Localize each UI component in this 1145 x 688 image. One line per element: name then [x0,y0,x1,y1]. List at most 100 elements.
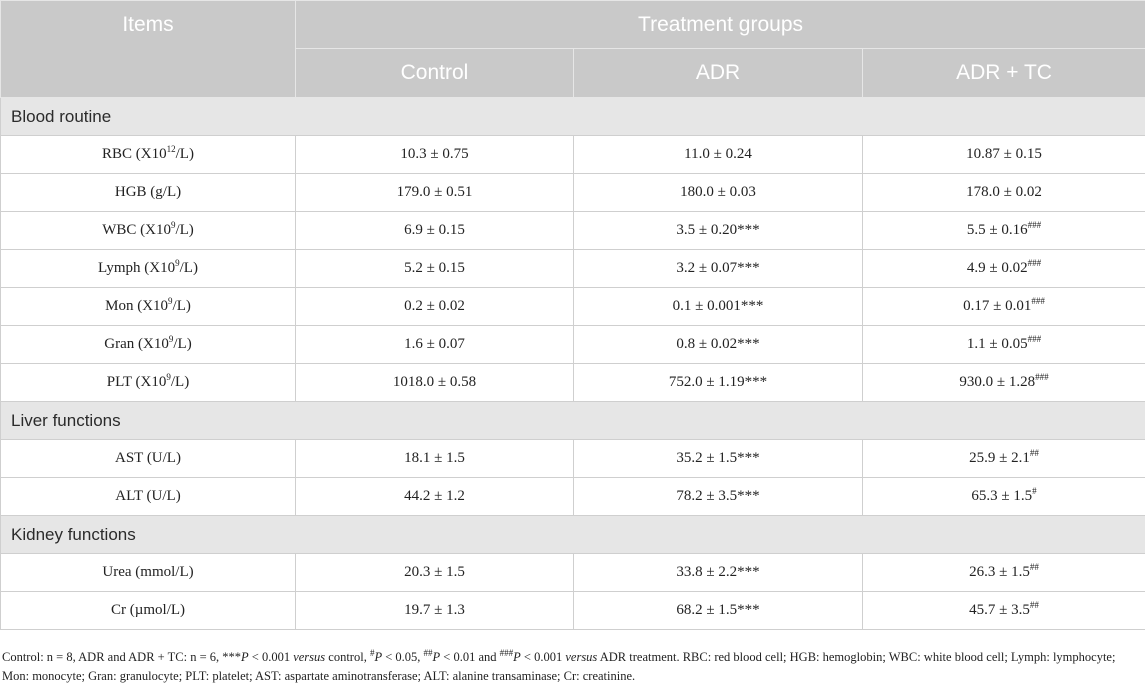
section-row: Blood routine [0,97,1145,136]
header-items: Items [0,0,296,98]
table-row: AST (U/L) 18.1 ± 1.5 35.2 ± 1.5*** 25.9 ± 2… [0,439,1145,478]
table-row: PLT (X109/L) 1018.0 ± 0.58 752.0 ± 1.19***… [0,363,1145,402]
value-text: 178.0 ± 0.02 [966,184,1042,200]
item-label-exponent: 9 [175,258,180,268]
item-label: AST (U/L) [0,439,296,478]
significance-mark: ### [1027,258,1042,268]
value-text: 0.1 ± 0.001*** [672,298,764,314]
value-cell-control: 5.2 ± 0.15 [295,249,574,288]
item-label-main: AST (U/L) [115,450,181,466]
table-row: ALT (U/L) 44.2 ± 1.2 78.2 ± 3.5*** 65.3 ± 1… [0,477,1145,516]
value-cell-adr-tc: 930.0 ± 1.28### [861,363,1145,402]
item-label-main: Lymph (X10 [98,260,176,276]
value-text: 11.0 ± 0.24 [684,146,752,162]
table-row: Mon (X109/L) 0.2 ± 0.02 0.1 ± 0.001*** 0.17… [0,287,1145,326]
value-cell-adr-tc: 25.9 ± 2.1## [861,439,1145,478]
item-label-exponent: 9 [166,372,171,382]
value-cell-adr-tc: 4.9 ± 0.02### [861,249,1145,288]
value-text: 45.7 ± 3.5 [969,602,1030,618]
item-label: Mon (X109/L) [0,287,296,326]
value-cell-adr: 78.2 ± 3.5*** [573,477,863,516]
value-text: 5.2 ± 0.15 [404,260,465,276]
item-label: Urea (mmol/L) [0,553,296,592]
value-text: 0.17 ± 0.01 [963,298,1032,314]
value-text: 179.0 ± 0.51 [396,184,473,200]
value-cell-control: 179.0 ± 0.51 [295,173,574,212]
item-label-unit: /L) [175,222,194,238]
significance-mark: ### [1027,220,1042,230]
value-cell-adr-tc: 26.3 ± 1.5## [861,553,1145,592]
value-text: 10.3 ± 0.75 [400,146,469,162]
value-text: 6.9 ± 0.15 [404,222,465,238]
table-footnote: Control: n = 8, ADR and ADR + TC: n = 6,… [2,647,1116,683]
value-cell-adr: 3.5 ± 0.20*** [573,211,863,250]
item-label-main: RBC (X10 [102,146,167,162]
item-label-main: ALT (U/L) [115,488,181,504]
value-cell-adr: 3.2 ± 0.07*** [573,249,863,288]
item-label: PLT (X109/L) [0,363,296,402]
value-text: 1.1 ± 0.05 [966,336,1028,352]
section-title: Blood routine [0,97,1145,136]
value-cell-control: 20.3 ± 1.5 [295,553,574,592]
value-cell-adr-tc: 45.7 ± 3.5## [861,591,1145,630]
item-label: RBC (X1012/L) [0,135,296,174]
item-label: Cr (µmol/L) [0,591,296,630]
value-text: 19.7 ± 1.3 [404,602,465,618]
value-cell-adr: 0.8 ± 0.02*** [573,325,863,364]
value-text: 3.5 ± 0.20*** [676,222,760,238]
item-label-unit: /L) [179,260,198,276]
value-text: 25.9 ± 2.1 [969,450,1030,466]
value-text: 44.2 ± 1.2 [404,488,465,504]
table-row: Lymph (X109/L) 5.2 ± 0.15 3.2 ± 0.07*** 4.9… [0,249,1145,288]
value-text: 180.0 ± 0.03 [680,184,756,200]
section-row: Kidney functions [0,515,1145,554]
value-text: 3.2 ± 0.07*** [676,260,760,276]
item-label-unit: /L) [172,298,191,314]
item-label-unit: /L) [170,374,190,390]
table-row: WBC (X109/L) 6.9 ± 0.15 3.5 ± 0.20*** 5.5 ±… [0,211,1145,250]
item-label-unit: /L) [175,146,194,162]
value-text: 1.6 ± 0.07 [404,336,465,352]
results-table: Items Treatment groups Control ADR ADR +… [0,0,1145,630]
value-cell-control: 44.2 ± 1.2 [295,477,574,516]
item-label-main: Mon (X10 [105,298,169,314]
value-cell-adr-tc: 178.0 ± 0.02 [861,173,1145,212]
table-row: Gran (X109/L) 1.6 ± 0.07 0.8 ± 0.02*** 1.1 … [0,325,1145,364]
value-cell-adr: 0.1 ± 0.001*** [573,287,863,326]
item-label-main: WBC (X10 [102,222,171,238]
value-cell-control: 1.6 ± 0.07 [295,325,574,364]
value-text: 35.2 ± 1.5*** [676,450,760,466]
value-cell-control: 1018.0 ± 0.58 [295,363,574,402]
value-text: 1018.0 ± 0.58 [392,374,477,390]
value-text: 33.8 ± 2.2*** [676,564,760,580]
value-cell-control: 19.7 ± 1.3 [295,591,574,630]
value-cell-adr-tc: 65.3 ± 1.5# [861,477,1145,516]
value-cell-adr: 33.8 ± 2.2*** [573,553,863,592]
significance-mark: ### [1031,296,1045,306]
item-label-main: Cr (µmol/L) [110,602,186,618]
item-label-main: PLT (X10 [106,374,167,390]
item-label: Lymph (X109/L) [0,249,296,288]
value-cell-adr: 68.2 ± 1.5*** [573,591,863,630]
item-label-main: Urea (mmol/L) [102,564,194,580]
value-cell-control: 18.1 ± 1.5 [295,439,574,478]
value-text: 4.9 ± 0.02 [966,260,1028,276]
value-text: 78.2 ± 3.5*** [676,488,760,504]
value-text: 10.87 ± 0.15 [966,146,1042,162]
item-label-exponent: 9 [168,334,174,344]
value-cell-adr-tc: 0.17 ± 0.01### [861,287,1145,326]
value-text: 5.5 ± 0.16 [966,222,1028,238]
table-row: Urea (mmol/L) 20.3 ± 1.5 33.8 ± 2.2*** 26.3… [0,553,1145,592]
item-label: WBC (X109/L) [0,211,296,250]
significance-mark: ### [1027,334,1042,344]
item-label-main: Gran (X10 [104,336,169,352]
value-cell-adr-tc: 1.1 ± 0.05### [861,325,1145,364]
item-label-exponent: 9 [168,296,173,306]
significance-mark: # [1032,486,1037,496]
value-text: 0.2 ± 0.02 [404,298,465,314]
item-label-exponent: 12 [166,144,176,154]
value-cell-control: 6.9 ± 0.15 [295,211,574,250]
value-cell-adr: 180.0 ± 0.03 [573,173,863,212]
significance-mark: ### [1035,372,1049,382]
value-text: 18.1 ± 1.5 [404,450,465,466]
